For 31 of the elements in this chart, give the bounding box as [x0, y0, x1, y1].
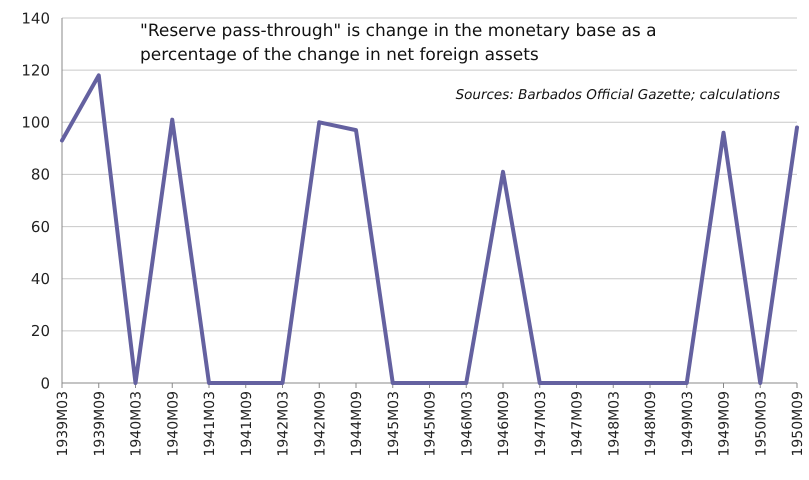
x-tick-label: 1947M03: [532, 391, 549, 457]
x-tick-label: 1948M09: [643, 391, 659, 457]
x-tick-label: 1939M09: [92, 391, 108, 457]
x-tick-label: 1945M09: [422, 391, 438, 457]
x-tick-label: 1941M03: [202, 391, 218, 457]
x-tick-label: 1947M09: [570, 391, 586, 457]
y-tick-label: 40: [30, 270, 50, 288]
y-tick-label: 0: [40, 374, 50, 392]
x-tick-label: 1948M03: [606, 391, 622, 457]
x-tick-label: 1950M03: [753, 391, 770, 457]
x-tick-label: 1946M03: [459, 391, 476, 457]
annotation: Sources: Barbados Official Gazette; calculations: [456, 87, 780, 103]
x-tick-label: 1942M09: [312, 391, 328, 457]
x-tick-label: 1944M09: [349, 391, 365, 457]
x-tick-label: 1940M09: [165, 391, 182, 457]
x-tick-label: 1946M09: [496, 391, 512, 457]
y-tick-label: 80: [30, 166, 50, 184]
y-tick-label: 20: [30, 322, 50, 340]
x-tick-label: 1949M03: [680, 391, 696, 457]
x-tick-label: 1942M03: [276, 391, 292, 457]
y-tick-label: 60: [30, 218, 50, 236]
x-tick-label: 1940M03: [128, 391, 144, 457]
y-tick-label: 100: [21, 114, 50, 132]
y-tick-label: 140: [21, 9, 50, 28]
x-tick-label: 1945M03: [386, 391, 402, 457]
x-tick-label: 1950M09: [790, 391, 806, 457]
x-tick-label: 1939M03: [55, 391, 71, 457]
x-tick-label: 1941M09: [238, 391, 255, 457]
x-tick-label: 1949M09: [716, 391, 732, 457]
y-tick-label: 120: [21, 61, 50, 80]
annotation: "Reserve pass-through" is change in the monetary base as a percentage of the change in net foreign assets: [140, 21, 657, 65]
